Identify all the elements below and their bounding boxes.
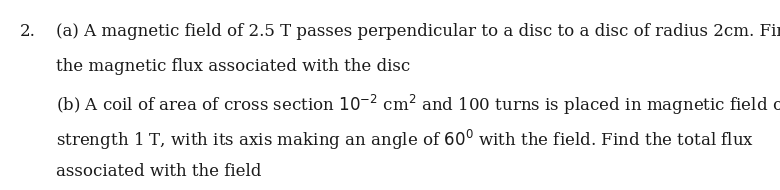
Text: (a) A magnetic field of 2.5 T passes perpendicular to a disc to a disc of radius: (a) A magnetic field of 2.5 T passes per… <box>56 23 780 40</box>
Text: strength 1 T, with its axis making an angle of $60^{0}$ with the field. Find the: strength 1 T, with its axis making an an… <box>56 128 754 152</box>
Text: the magnetic flux associated with the disc: the magnetic flux associated with the di… <box>56 58 410 75</box>
Text: 2.: 2. <box>20 23 35 40</box>
Text: associated with the field: associated with the field <box>56 163 261 180</box>
Text: (b) A coil of area of cross section $10^{-2}$ cm$^{2}$ and 100 turns is placed i: (b) A coil of area of cross section $10^… <box>56 93 780 117</box>
